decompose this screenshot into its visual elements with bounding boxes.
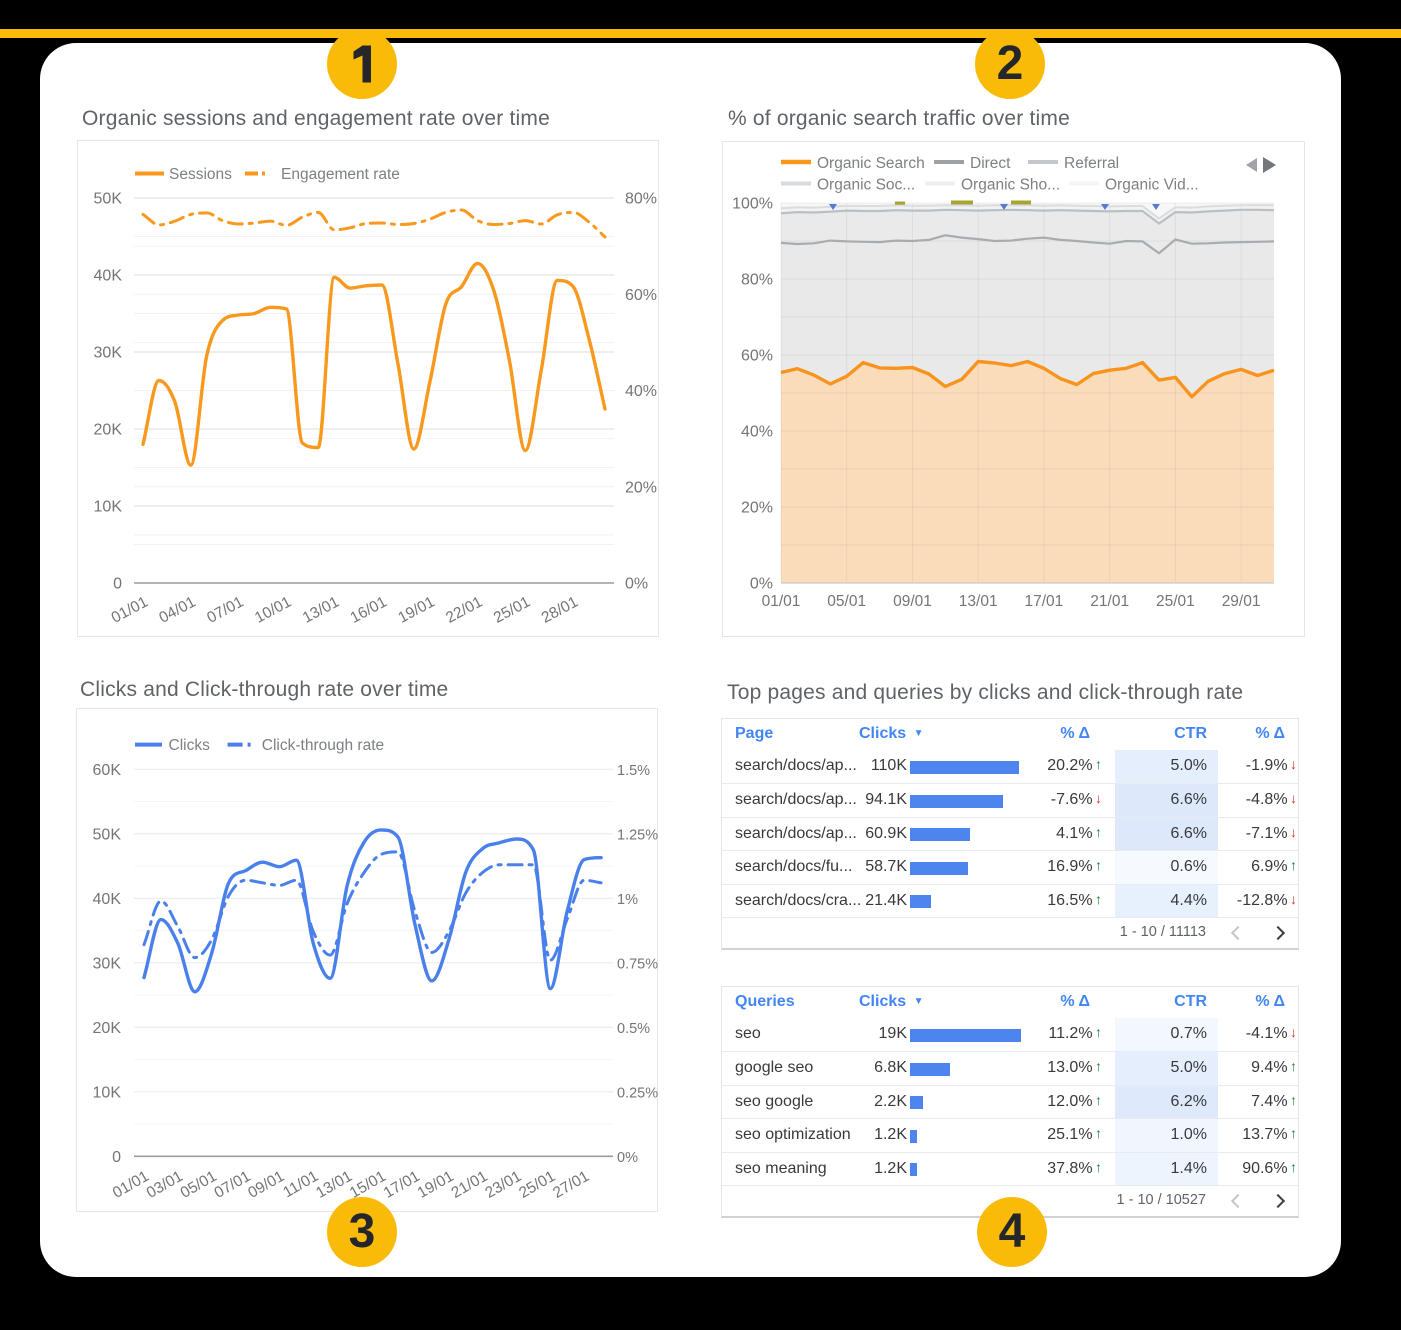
svg-text:21/01: 21/01 xyxy=(449,1168,491,1202)
svg-text:25/01: 25/01 xyxy=(491,594,533,627)
svg-text:40%: 40% xyxy=(741,424,773,441)
svg-text:Organic Search: Organic Search xyxy=(817,155,925,172)
svg-text:60%: 60% xyxy=(625,287,657,304)
svg-text:20K: 20K xyxy=(94,422,123,439)
svg-text:21/01: 21/01 xyxy=(1090,593,1129,610)
svg-text:07/01: 07/01 xyxy=(204,594,246,627)
svg-text:0.25%: 0.25% xyxy=(617,1085,658,1101)
svg-text:04/01: 04/01 xyxy=(156,594,198,627)
svg-text:03/01: 03/01 xyxy=(144,1168,186,1202)
svg-text:30K: 30K xyxy=(93,955,122,972)
svg-text:22/01: 22/01 xyxy=(443,594,485,627)
svg-text:Engagement rate: Engagement rate xyxy=(281,166,400,183)
svg-text:40%: 40% xyxy=(625,383,657,400)
svg-text:11/01: 11/01 xyxy=(280,1168,321,1202)
svg-text:20K: 20K xyxy=(93,1020,122,1037)
svg-text:40K: 40K xyxy=(93,891,122,908)
svg-text:80%: 80% xyxy=(625,191,657,208)
svg-text:Organic Soc...: Organic Soc... xyxy=(817,177,915,194)
svg-text:Clicks: Clicks xyxy=(169,737,211,754)
svg-text:60%: 60% xyxy=(741,348,773,365)
svg-text:25/01: 25/01 xyxy=(516,1168,558,1202)
svg-text:0%: 0% xyxy=(625,576,648,593)
svg-text:13/01: 13/01 xyxy=(959,593,998,610)
svg-text:Referral: Referral xyxy=(1064,155,1119,172)
svg-text:40K: 40K xyxy=(94,268,123,285)
svg-text:Click-through rate: Click-through rate xyxy=(262,737,384,754)
svg-text:17/01: 17/01 xyxy=(381,1168,423,1202)
svg-text:0.75%: 0.75% xyxy=(617,956,658,972)
svg-text:01/01: 01/01 xyxy=(109,594,151,627)
svg-text:10K: 10K xyxy=(94,499,123,516)
svg-text:07/01: 07/01 xyxy=(212,1168,254,1202)
svg-text:27/01: 27/01 xyxy=(550,1168,592,1202)
svg-text:17/01: 17/01 xyxy=(1025,593,1064,610)
svg-text:25/01: 25/01 xyxy=(1156,593,1195,610)
svg-text:19/01: 19/01 xyxy=(415,1168,457,1202)
svg-text:Direct: Direct xyxy=(970,155,1011,172)
svg-text:30K: 30K xyxy=(94,345,123,362)
svg-text:09/01: 09/01 xyxy=(893,593,932,610)
svg-text:01/01: 01/01 xyxy=(110,1168,152,1202)
svg-text:1.25%: 1.25% xyxy=(617,827,658,843)
svg-text:Organic Sho...: Organic Sho... xyxy=(961,177,1060,194)
svg-text:0.5%: 0.5% xyxy=(617,1021,650,1037)
svg-text:19/01: 19/01 xyxy=(395,594,437,627)
svg-text:0%: 0% xyxy=(617,1150,638,1166)
svg-text:1.5%: 1.5% xyxy=(617,763,650,779)
svg-text:100%: 100% xyxy=(732,196,773,213)
svg-text:20%: 20% xyxy=(625,479,657,496)
svg-text:10K: 10K xyxy=(93,1084,122,1101)
svg-text:29/01: 29/01 xyxy=(1222,593,1261,610)
svg-text:23/01: 23/01 xyxy=(482,1168,524,1202)
svg-text:0: 0 xyxy=(112,1149,121,1166)
svg-text:50K: 50K xyxy=(94,191,123,208)
svg-text:01/01: 01/01 xyxy=(762,593,801,610)
svg-text:50K: 50K xyxy=(93,826,122,843)
svg-text:Sessions: Sessions xyxy=(169,166,232,183)
svg-text:05/01: 05/01 xyxy=(827,593,866,610)
svg-text:16/01: 16/01 xyxy=(348,594,390,627)
svg-text:20%: 20% xyxy=(741,500,773,517)
svg-text:0%: 0% xyxy=(750,576,773,593)
svg-text:13/01: 13/01 xyxy=(313,1168,355,1202)
svg-text:09/01: 09/01 xyxy=(245,1168,287,1202)
svg-text:05/01: 05/01 xyxy=(178,1168,220,1202)
svg-text:28/01: 28/01 xyxy=(539,594,581,627)
svg-text:10/01: 10/01 xyxy=(252,594,294,627)
svg-text:60K: 60K xyxy=(93,762,122,779)
svg-text:1%: 1% xyxy=(617,892,638,908)
svg-text:Organic Vid...: Organic Vid... xyxy=(1105,177,1199,194)
svg-text:13/01: 13/01 xyxy=(300,594,342,627)
svg-text:0: 0 xyxy=(113,576,122,593)
svg-text:80%: 80% xyxy=(741,272,773,289)
